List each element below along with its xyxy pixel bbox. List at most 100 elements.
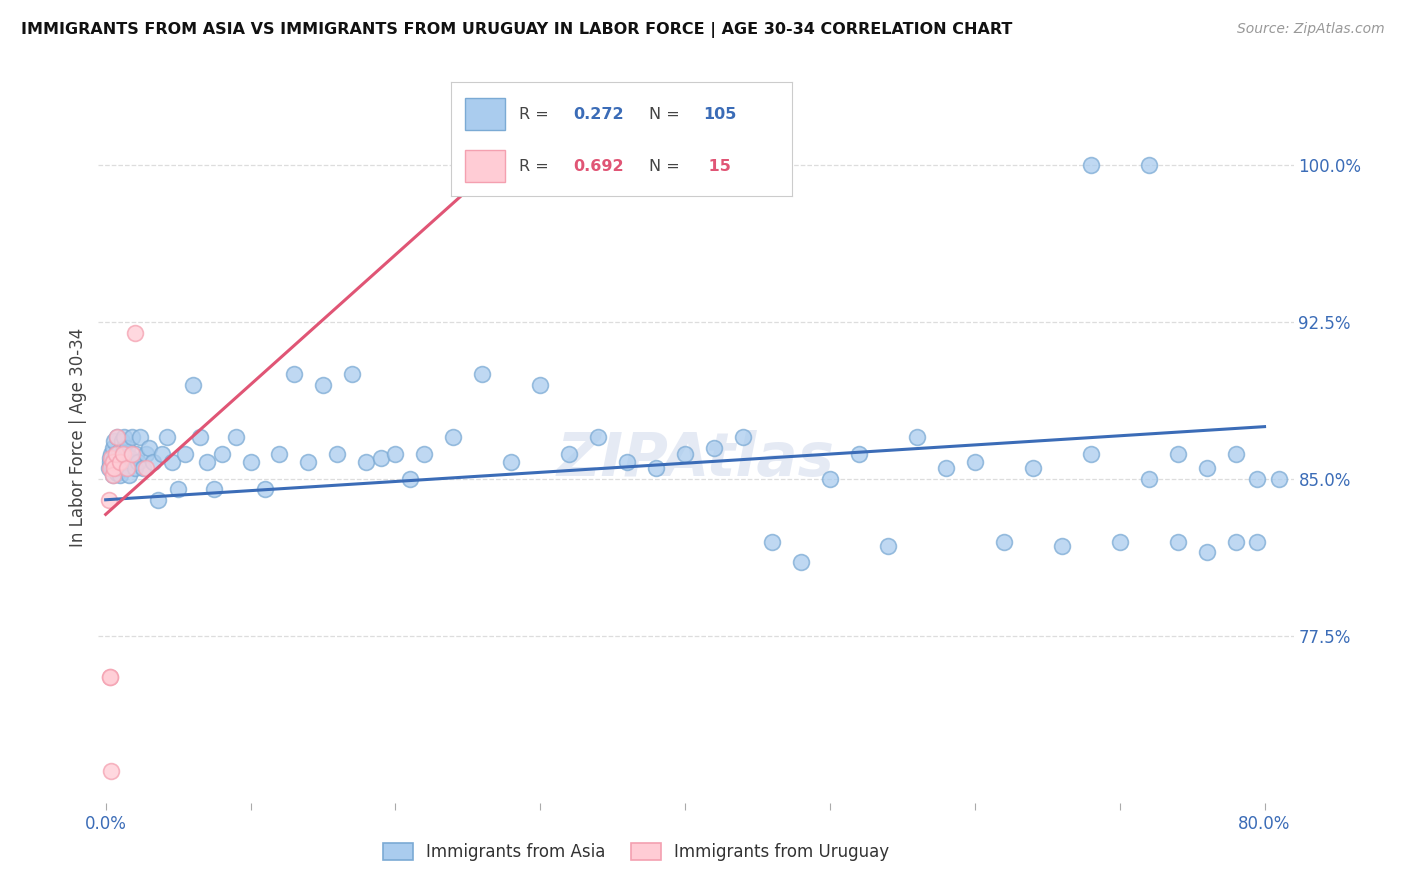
Point (188, 430, 211, 444)
Point (132, 461, 155, 475)
Point (211, 447, 233, 461)
Point (848, 447, 870, 461)
Point (129, 430, 152, 444)
Point (117, 455, 139, 469)
Point (283, 368, 305, 382)
Point (1167, 447, 1189, 461)
Text: IMMIGRANTS FROM ASIA VS IMMIGRANTS FROM URUGUAY IN LABOR FORCE | AGE 30-34 CORRE: IMMIGRANTS FROM ASIA VS IMMIGRANTS FROM … (21, 22, 1012, 38)
Point (905, 430, 928, 444)
Point (135, 447, 157, 461)
Point (586, 430, 609, 444)
Point (105, 466, 128, 480)
Point (121, 447, 143, 461)
Point (471, 368, 494, 382)
Point (105, 430, 128, 444)
Point (790, 556, 813, 570)
Point (399, 472, 422, 486)
Point (935, 461, 957, 475)
Point (104, 447, 127, 461)
Point (118, 467, 141, 482)
Point (97, 492, 120, 507)
Point (529, 377, 551, 392)
Point (122, 455, 145, 469)
Point (138, 441, 160, 455)
Point (150, 447, 173, 461)
Point (98, 450, 121, 465)
Point (117, 461, 139, 475)
Point (1195, 461, 1218, 475)
Point (112, 447, 135, 461)
Point (108, 467, 131, 482)
Point (142, 455, 165, 469)
Point (1167, 534, 1189, 549)
Point (103, 461, 125, 475)
Point (110, 434, 132, 449)
Point (501, 455, 523, 469)
Point (110, 461, 132, 475)
Point (1137, 158, 1160, 172)
Point (101, 467, 124, 482)
Point (112, 447, 135, 461)
Point (100, 447, 122, 461)
Point (1195, 545, 1218, 559)
Point (340, 368, 363, 382)
Point (98, 455, 121, 469)
Point (384, 447, 406, 461)
Point (103, 450, 125, 465)
Point (107, 461, 129, 475)
Point (356, 455, 378, 469)
Point (441, 430, 464, 444)
Point (100, 459, 122, 474)
Point (107, 444, 129, 458)
Point (98, 670, 121, 684)
Point (877, 539, 900, 553)
Point (167, 483, 190, 497)
Text: Source: ZipAtlas.com: Source: ZipAtlas.com (1237, 22, 1385, 37)
Point (97, 461, 120, 475)
Point (558, 447, 581, 461)
Point (174, 447, 197, 461)
Point (1268, 472, 1291, 486)
Point (127, 455, 149, 469)
Point (112, 455, 135, 469)
Point (1022, 461, 1045, 475)
Point (1246, 534, 1268, 549)
Point (202, 483, 225, 497)
Point (326, 447, 349, 461)
Point (108, 455, 131, 469)
Point (101, 467, 124, 482)
Point (117, 441, 139, 455)
Point (413, 447, 436, 461)
Point (98, 670, 121, 684)
Point (124, 461, 146, 475)
Point (645, 461, 668, 475)
Point (101, 455, 124, 469)
Point (253, 483, 276, 497)
Text: ZIPAtlas: ZIPAtlas (557, 430, 835, 489)
Point (100, 764, 122, 779)
Point (761, 534, 783, 549)
Point (105, 450, 128, 465)
Point (297, 455, 319, 469)
Point (105, 430, 128, 444)
Point (135, 461, 157, 475)
Point (115, 461, 138, 475)
Point (104, 461, 127, 475)
Legend: Immigrants from Asia, Immigrants from Uruguay: Immigrants from Asia, Immigrants from Ur… (377, 836, 896, 868)
Point (963, 455, 986, 469)
Point (195, 455, 218, 469)
Point (818, 472, 841, 486)
Point (1225, 534, 1247, 549)
Point (1080, 447, 1102, 461)
Point (108, 450, 131, 465)
Point (101, 455, 124, 469)
Point (100, 450, 122, 465)
Point (239, 455, 262, 469)
Point (155, 430, 177, 444)
Point (103, 434, 125, 449)
Point (108, 455, 131, 469)
Point (98, 461, 121, 475)
Point (114, 441, 136, 455)
Point (162, 455, 184, 469)
Point (120, 450, 142, 465)
